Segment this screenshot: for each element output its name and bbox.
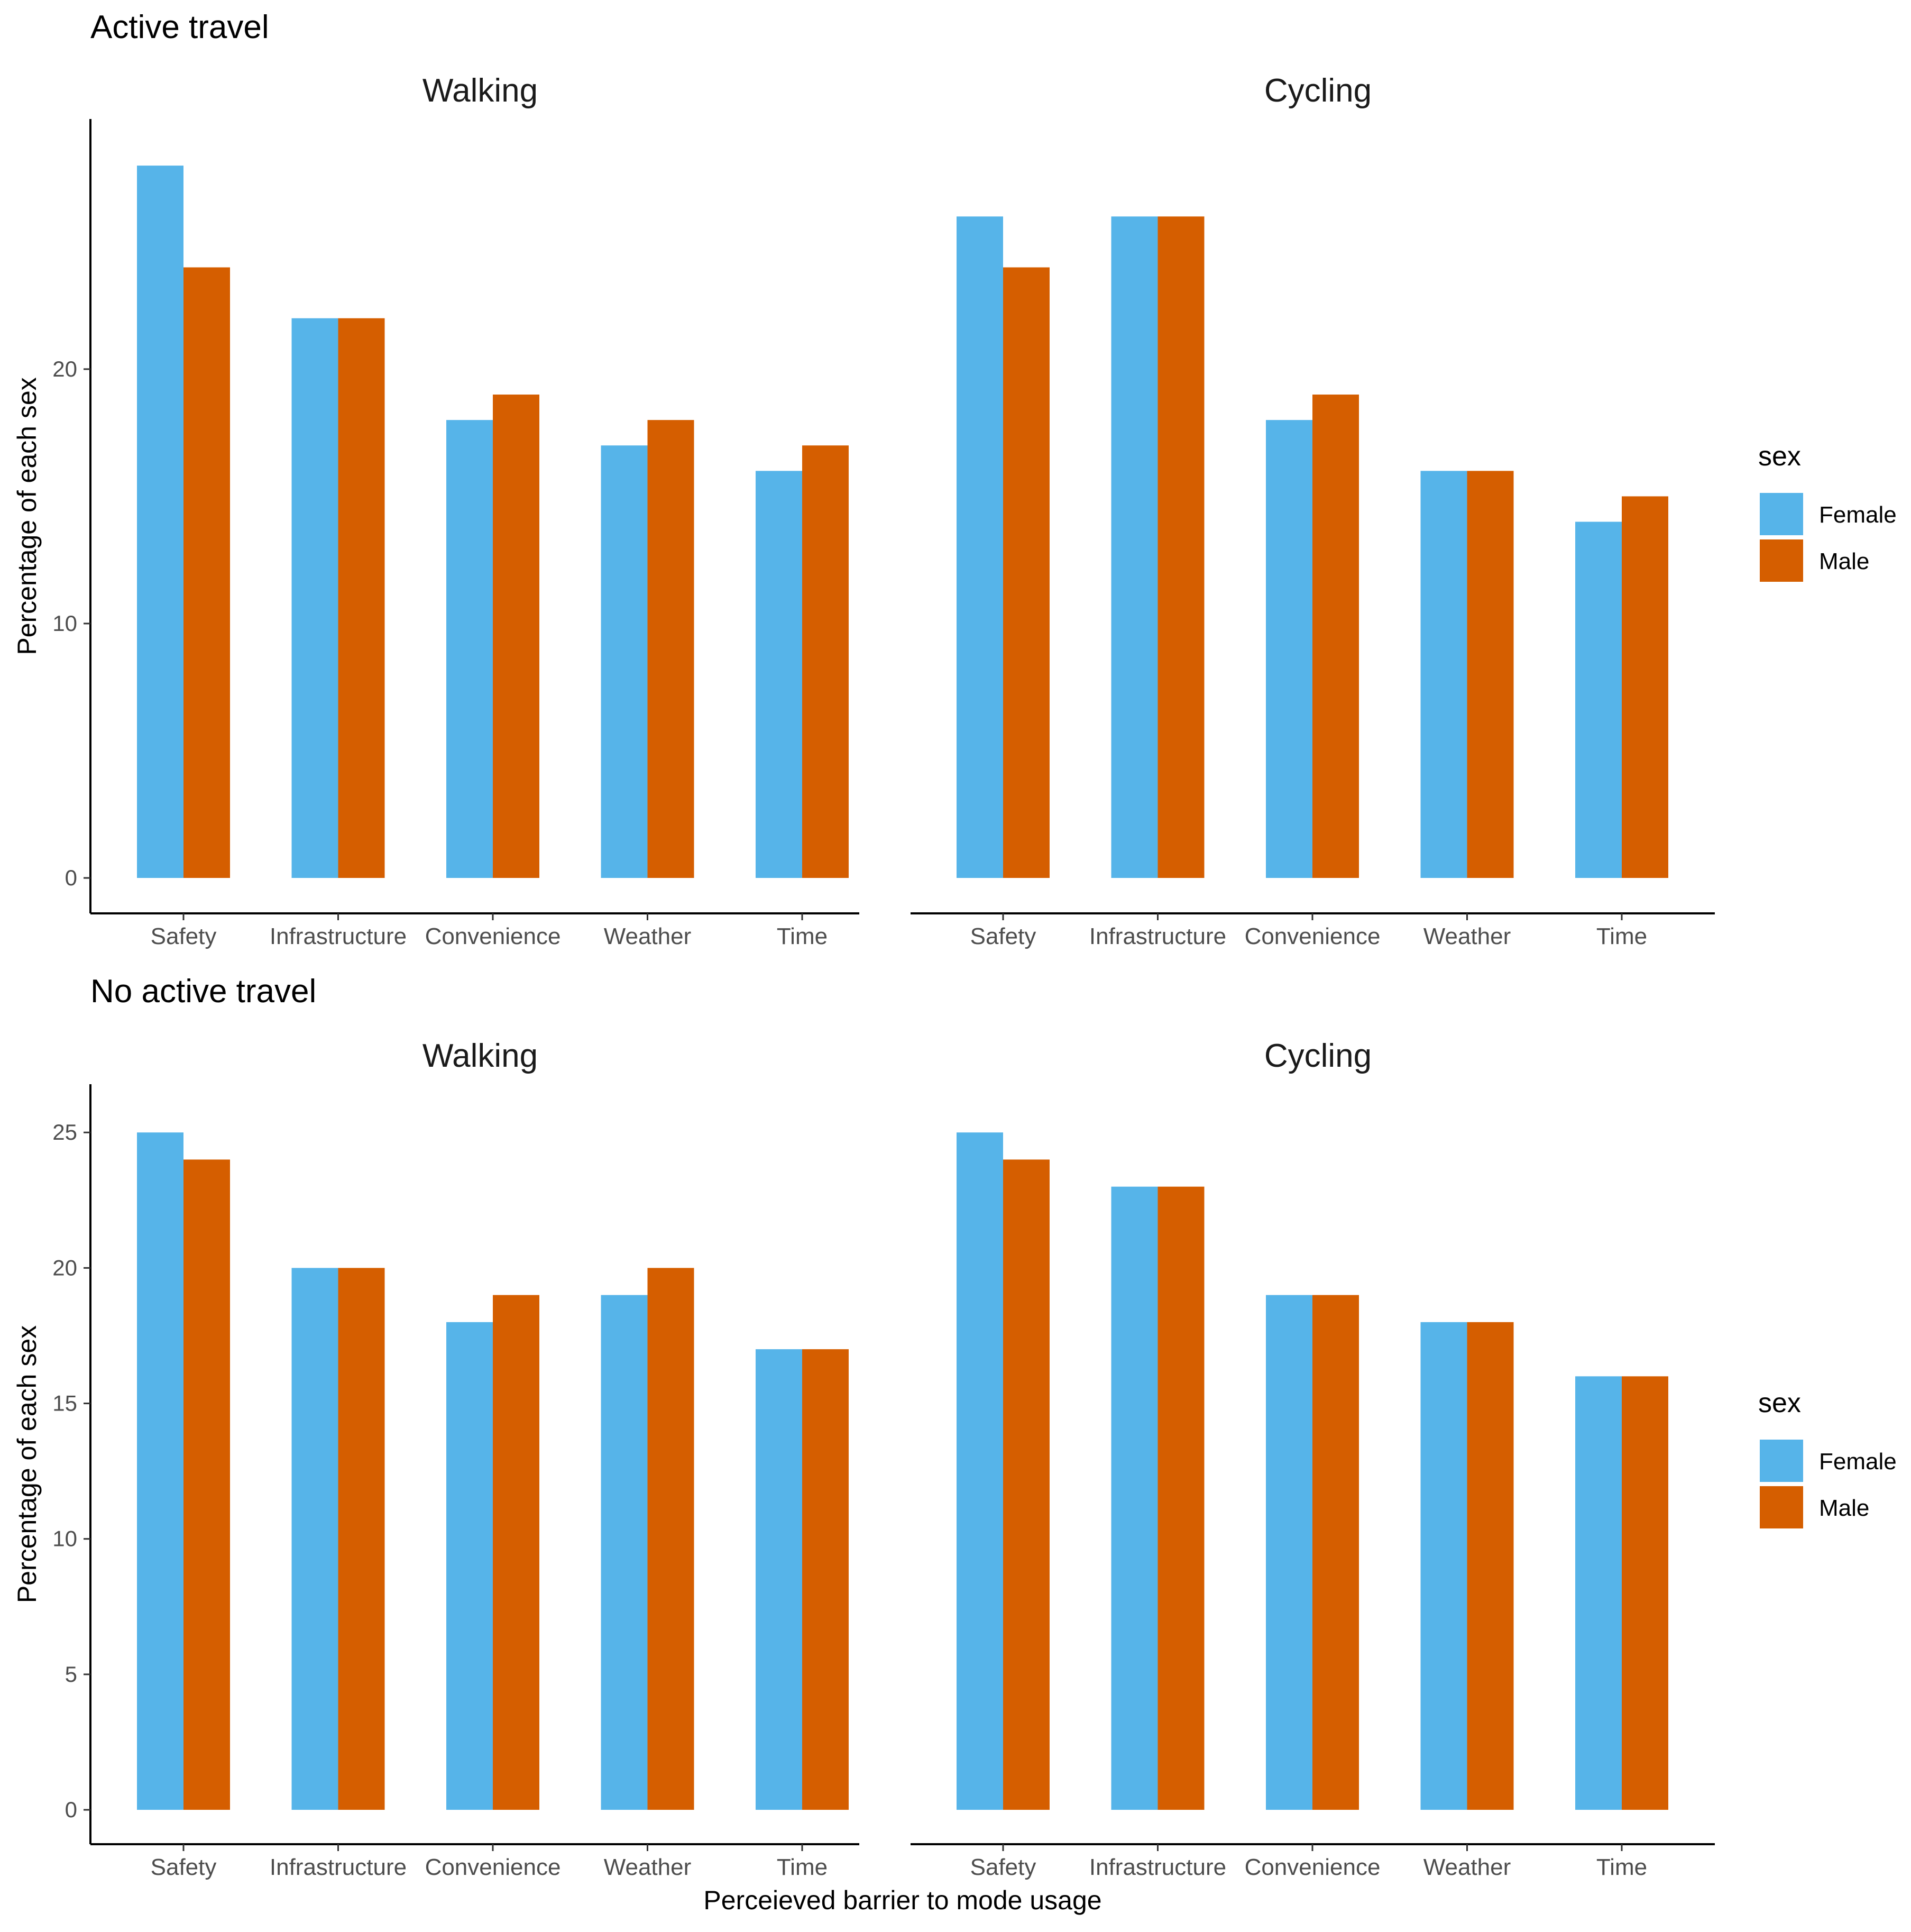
x-tick-label: Infrastructure [1089,923,1226,949]
x-tick-label: Weather [1423,1854,1511,1880]
legend: sex Female Male [1758,441,1897,582]
legend-key-male [1760,1486,1803,1528]
bar-male-weather: Cycling / Weather / Male: 18 [1467,1322,1514,1810]
bar-male-safety: Walking / Safety / Male: 24 [183,267,230,878]
bar-male-convenience: Walking / Convenience / Male: 19 [493,1295,539,1810]
bar-female-infrastructure: Cycling / Infrastructure / Female: 23 [1111,1186,1158,1810]
bar-female-weather: Cycling / Weather / Female: 16 [1420,471,1467,878]
y-axis-title: Percentage of each sex [12,1325,42,1603]
bar-female-infrastructure: Walking / Infrastructure / Female: 22 [291,318,338,878]
facet-panel-cycling: Cycling Safety Cycling / Safety / Female: … [911,72,1715,949]
bar-male-time: Cycling / Time / Male: 15 [1622,496,1668,878]
chart-title: Active travel [90,9,269,45]
legend-key-male [1760,539,1803,582]
y-tick-label: 0 [65,1797,77,1822]
x-axis-title: Perceieved barrier to mode usage [703,1885,1101,1915]
bar-male-infrastructure: Walking / Infrastructure / Male: 22 [338,318,385,878]
bar-male-infrastructure: Cycling / Infrastructure / Male: 23 [1157,1186,1205,1810]
bar-female-convenience: Cycling / Convenience / Female: 19 [1266,1295,1312,1810]
bar-male-convenience: Walking / Convenience / Male: 19 [493,395,539,878]
legend-label-female: Female [1819,502,1897,528]
bar-female-convenience: Walking / Convenience / Female: 18 [446,1322,493,1810]
bar-female-weather: Walking / Weather / Female: 17 [601,445,648,878]
bar-male-convenience: Cycling / Convenience / Male: 19 [1312,395,1359,878]
bar-female-safety: Walking / Safety / Female: 28 [137,166,183,878]
x-tick-label: Infrastructure [270,923,407,949]
bar-male-weather: Cycling / Weather / Male: 16 [1467,471,1514,878]
bar-male-convenience: Cycling / Convenience / Male: 19 [1312,1295,1359,1810]
bar-male-infrastructure: Walking / Infrastructure / Male: 20 [338,1268,385,1810]
x-tick-label: Weather [1423,923,1511,949]
facet-panel-cycling: Cycling Safety Cycling / Safety / Female: … [911,1038,1715,1880]
y-tick-label: 10 [52,611,77,636]
x-tick-label: Safety [970,1854,1036,1880]
x-tick-label: Time [777,1854,828,1880]
bar-female-safety: Walking / Safety / Female: 25 [137,1132,183,1810]
bar-male-safety: Cycling / Safety / Male: 24 [1003,1159,1050,1810]
y-tick-label: 10 [52,1526,77,1551]
y-axis-title: Percentage of each sex [12,377,42,655]
x-tick-label: Convenience [1245,923,1381,949]
bar-female-convenience: Cycling / Convenience / Female: 18 [1266,420,1312,878]
x-tick-label: Time [777,923,828,949]
x-tick-label: Safety [151,923,217,949]
bar-female-weather: Cycling / Weather / Female: 18 [1420,1322,1467,1810]
legend-key-female [1760,1440,1803,1482]
facet-title: Cycling [1264,72,1372,109]
legend-label-male: Male [1819,1495,1869,1521]
bar-male-infrastructure: Cycling / Infrastructure / Male: 26 [1157,216,1205,878]
facet-title: Walking [422,72,538,109]
bar-female-time: Cycling / Time / Female: 14 [1575,521,1622,878]
chart-title: No active travel [90,973,316,1010]
bar-male-weather: Walking / Weather / Male: 18 [647,420,694,878]
bar-female-infrastructure: Walking / Infrastructure / Female: 20 [291,1268,338,1810]
chart-block-active-travel: Active travel 0 10 20 Percentage of each sex… [12,9,1897,949]
x-tick-label: Weather [604,923,692,949]
bar-male-time: Cycling / Time / Male: 16 [1622,1376,1668,1810]
legend-title: sex [1758,441,1801,472]
x-tick-label: Convenience [1245,1854,1381,1880]
y-tick-label: 25 [52,1120,77,1144]
chart-block-no-active-travel: No active travel 0 5 10 15 20 25 Percentage of … [12,973,1897,1880]
x-tick-label: Time [1596,1854,1647,1880]
legend-title: sex [1758,1388,1801,1418]
x-tick-label: Infrastructure [270,1854,407,1880]
bar-male-safety: Walking / Safety / Male: 24 [183,1159,230,1810]
x-tick-label: Convenience [425,923,561,949]
bar-female-time: Cycling / Time / Female: 16 [1575,1376,1622,1810]
facet-title: Walking [422,1038,538,1074]
facet-title: Cycling [1264,1038,1372,1074]
x-tick-label: Time [1596,923,1647,949]
y-tick-label: 20 [52,356,77,381]
bar-female-weather: Walking / Weather / Female: 19 [601,1295,648,1810]
legend-label-male: Male [1819,548,1869,574]
y-tick-label: 20 [52,1255,77,1280]
legend-key-female [1760,493,1803,535]
x-tick-label: Safety [970,923,1036,949]
bar-male-weather: Walking / Weather / Male: 20 [647,1268,694,1810]
bar-female-safety: Cycling / Safety / Female: 26 [957,216,1003,878]
x-tick-label: Convenience [425,1854,561,1880]
bar-male-time: Walking / Time / Male: 17 [802,1349,849,1810]
legend: sex Female Male [1758,1388,1897,1528]
x-tick-label: Weather [604,1854,692,1880]
bar-female-time: Walking / Time / Female: 16 [756,471,802,878]
y-tick-label: 5 [65,1662,77,1687]
x-tick-label: Infrastructure [1089,1854,1226,1880]
facet-panel-walking: Walking Safety Walking / Safety / Female: … [90,72,859,949]
bar-female-safety: Cycling / Safety / Female: 25 [957,1132,1003,1810]
bar-female-time: Walking / Time / Female: 17 [756,1349,802,1810]
bar-female-convenience: Walking / Convenience / Female: 18 [446,420,493,878]
legend-label-female: Female [1819,1449,1897,1475]
y-tick-label: 0 [65,865,77,890]
bar-male-safety: Cycling / Safety / Male: 24 [1003,267,1050,878]
bar-female-infrastructure: Cycling / Infrastructure / Female: 26 [1111,216,1158,878]
bar-male-time: Walking / Time / Male: 17 [802,445,849,878]
x-tick-label: Safety [151,1854,217,1880]
facet-panel-walking: Walking Safety Walking / Safety / Female: … [90,1038,859,1880]
y-tick-label: 15 [52,1391,77,1416]
